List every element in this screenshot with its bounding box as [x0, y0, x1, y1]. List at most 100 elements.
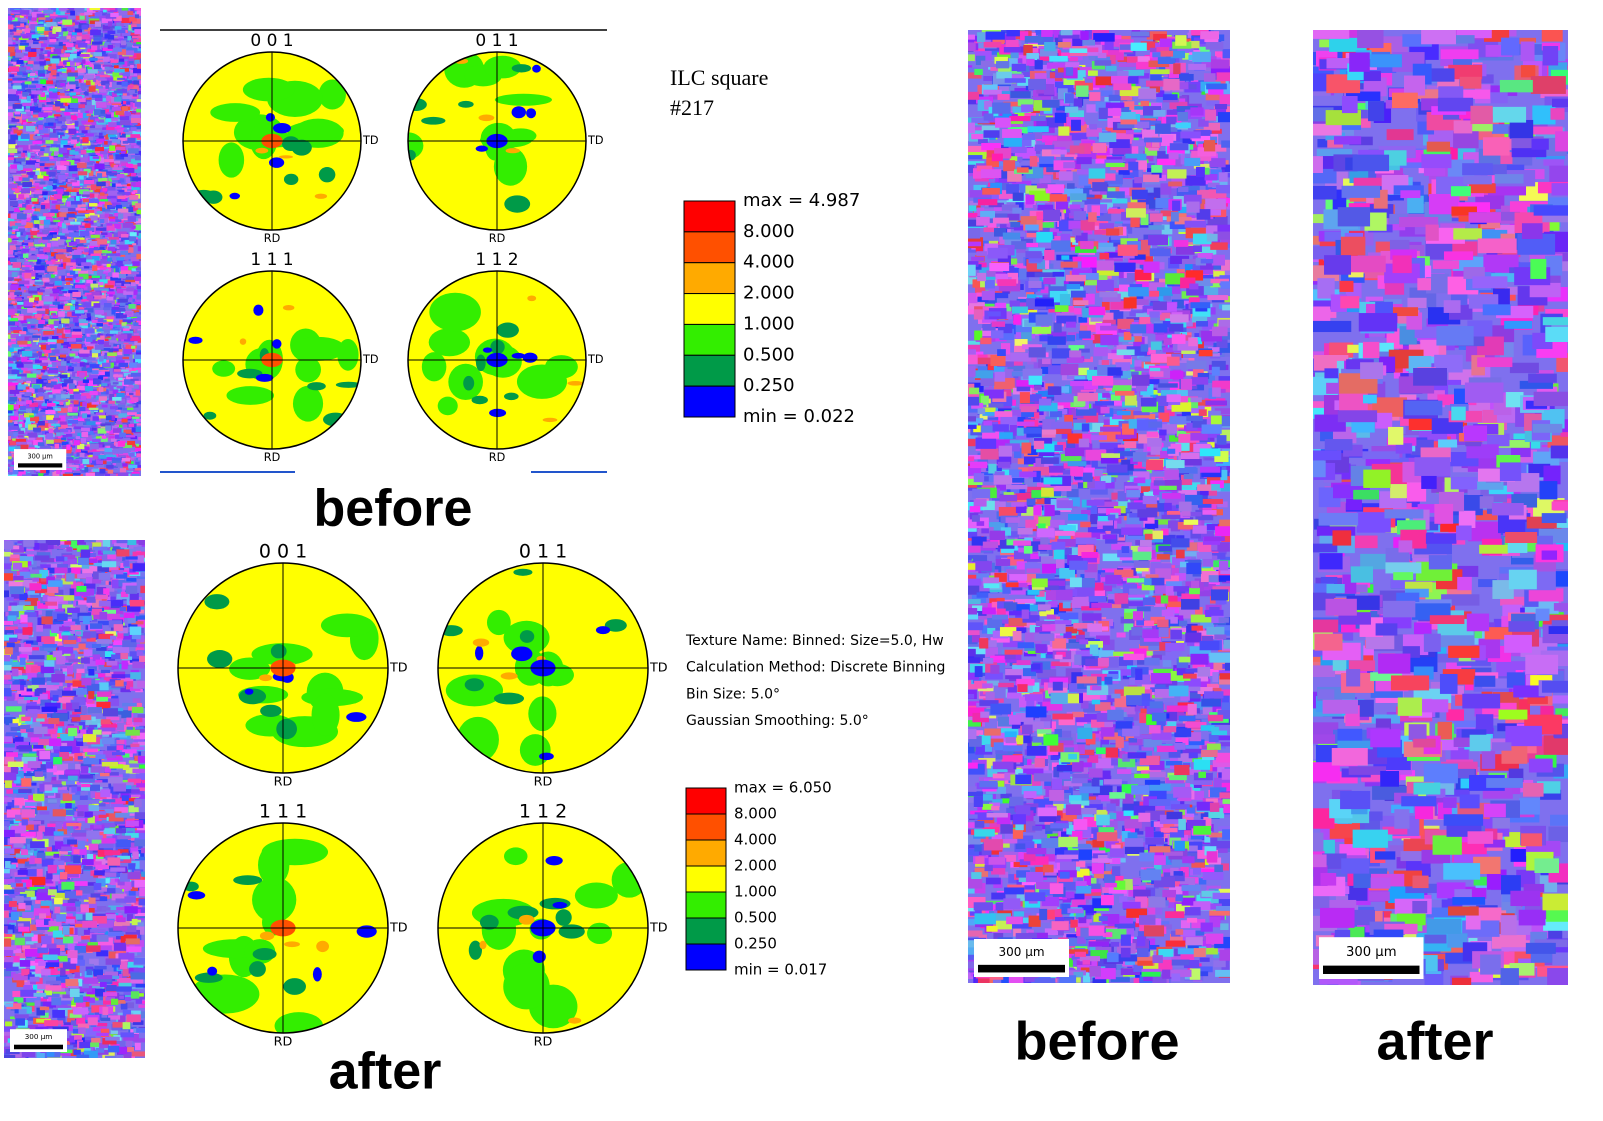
- grain: [121, 370, 129, 372]
- grain: [59, 402, 63, 405]
- grain: [32, 335, 40, 337]
- grain: [39, 37, 47, 40]
- grain: [39, 185, 47, 187]
- grain: [86, 465, 93, 467]
- grain: [62, 198, 66, 202]
- grain: [114, 91, 123, 94]
- grain: [86, 227, 94, 230]
- grain: [38, 473, 43, 478]
- grain: [111, 239, 116, 244]
- grain: [91, 82, 95, 85]
- grain: [18, 200, 23, 204]
- grain: [59, 148, 67, 153]
- grain: [96, 139, 105, 143]
- grain: [5, 277, 14, 280]
- scale-bar-label: 300 µm: [27, 452, 52, 460]
- grain: [107, 291, 115, 294]
- grain: [134, 60, 139, 64]
- grain: [66, 214, 75, 218]
- grain: [67, 201, 71, 206]
- grain: [116, 205, 122, 209]
- grain: [69, 92, 76, 95]
- grain: [48, 365, 52, 367]
- grain: [78, 113, 83, 118]
- grain: [81, 150, 87, 154]
- grain: [99, 133, 103, 136]
- grain: [26, 381, 31, 383]
- grain: [70, 103, 79, 108]
- grain: [47, 403, 56, 406]
- grain: [39, 358, 48, 361]
- grain: [30, 73, 35, 76]
- grain: [122, 419, 128, 423]
- grain: [60, 40, 67, 42]
- grain: [96, 412, 106, 415]
- grain: [16, 336, 24, 341]
- grain: [57, 249, 67, 252]
- grain: [125, 435, 135, 437]
- grain: [38, 421, 45, 426]
- grain: [19, 331, 26, 334]
- grain: [107, 112, 112, 114]
- sample-label: #217: [670, 95, 714, 120]
- grain: [103, 65, 112, 67]
- grain: [39, 17, 47, 19]
- grain: [58, 154, 63, 157]
- grain: [54, 114, 61, 116]
- grain: [134, 385, 139, 389]
- grain: [59, 80, 66, 82]
- grain: [27, 64, 33, 66]
- grain: [91, 184, 96, 190]
- grain: [85, 127, 89, 130]
- grain: [95, 147, 104, 151]
- grain: [15, 189, 20, 193]
- grain: [58, 366, 66, 372]
- grain: [63, 474, 73, 478]
- grain: [37, 27, 44, 31]
- grain: [112, 72, 119, 77]
- grain: [137, 423, 144, 425]
- grain: [31, 198, 37, 202]
- grain: [72, 96, 82, 98]
- grain: [18, 78, 28, 80]
- grain: [26, 126, 35, 131]
- grain: [137, 285, 145, 289]
- grain: [59, 6, 68, 11]
- grain: [134, 355, 145, 360]
- grain: [21, 320, 28, 323]
- grain: [108, 31, 116, 34]
- grain: [68, 129, 76, 135]
- grain: [29, 415, 34, 417]
- grain: [136, 141, 140, 144]
- grain: [18, 435, 24, 437]
- grain: [40, 79, 46, 84]
- grain: [113, 344, 117, 347]
- grain: [71, 192, 77, 196]
- grain: [9, 66, 19, 71]
- grain: [21, 249, 29, 253]
- grain: [5, 227, 13, 229]
- grain: [99, 89, 106, 93]
- grain: [10, 327, 20, 330]
- grain: [18, 194, 24, 199]
- grain: [46, 17, 51, 20]
- grain: [108, 401, 115, 404]
- grain: [74, 440, 80, 445]
- grain: [11, 165, 17, 170]
- grain: [107, 357, 112, 359]
- grain: [62, 136, 68, 139]
- grain: [49, 133, 58, 138]
- grain: [25, 81, 32, 84]
- grain: [33, 110, 39, 112]
- grain: [60, 374, 68, 378]
- grain: [113, 428, 121, 433]
- grain: [84, 12, 92, 15]
- grain: [122, 6, 129, 11]
- grain: [66, 444, 70, 449]
- grain: [57, 132, 64, 135]
- grain: [68, 420, 78, 424]
- grain: [136, 42, 144, 44]
- grain: [16, 442, 27, 445]
- grain: [94, 64, 101, 69]
- grain: [112, 183, 116, 187]
